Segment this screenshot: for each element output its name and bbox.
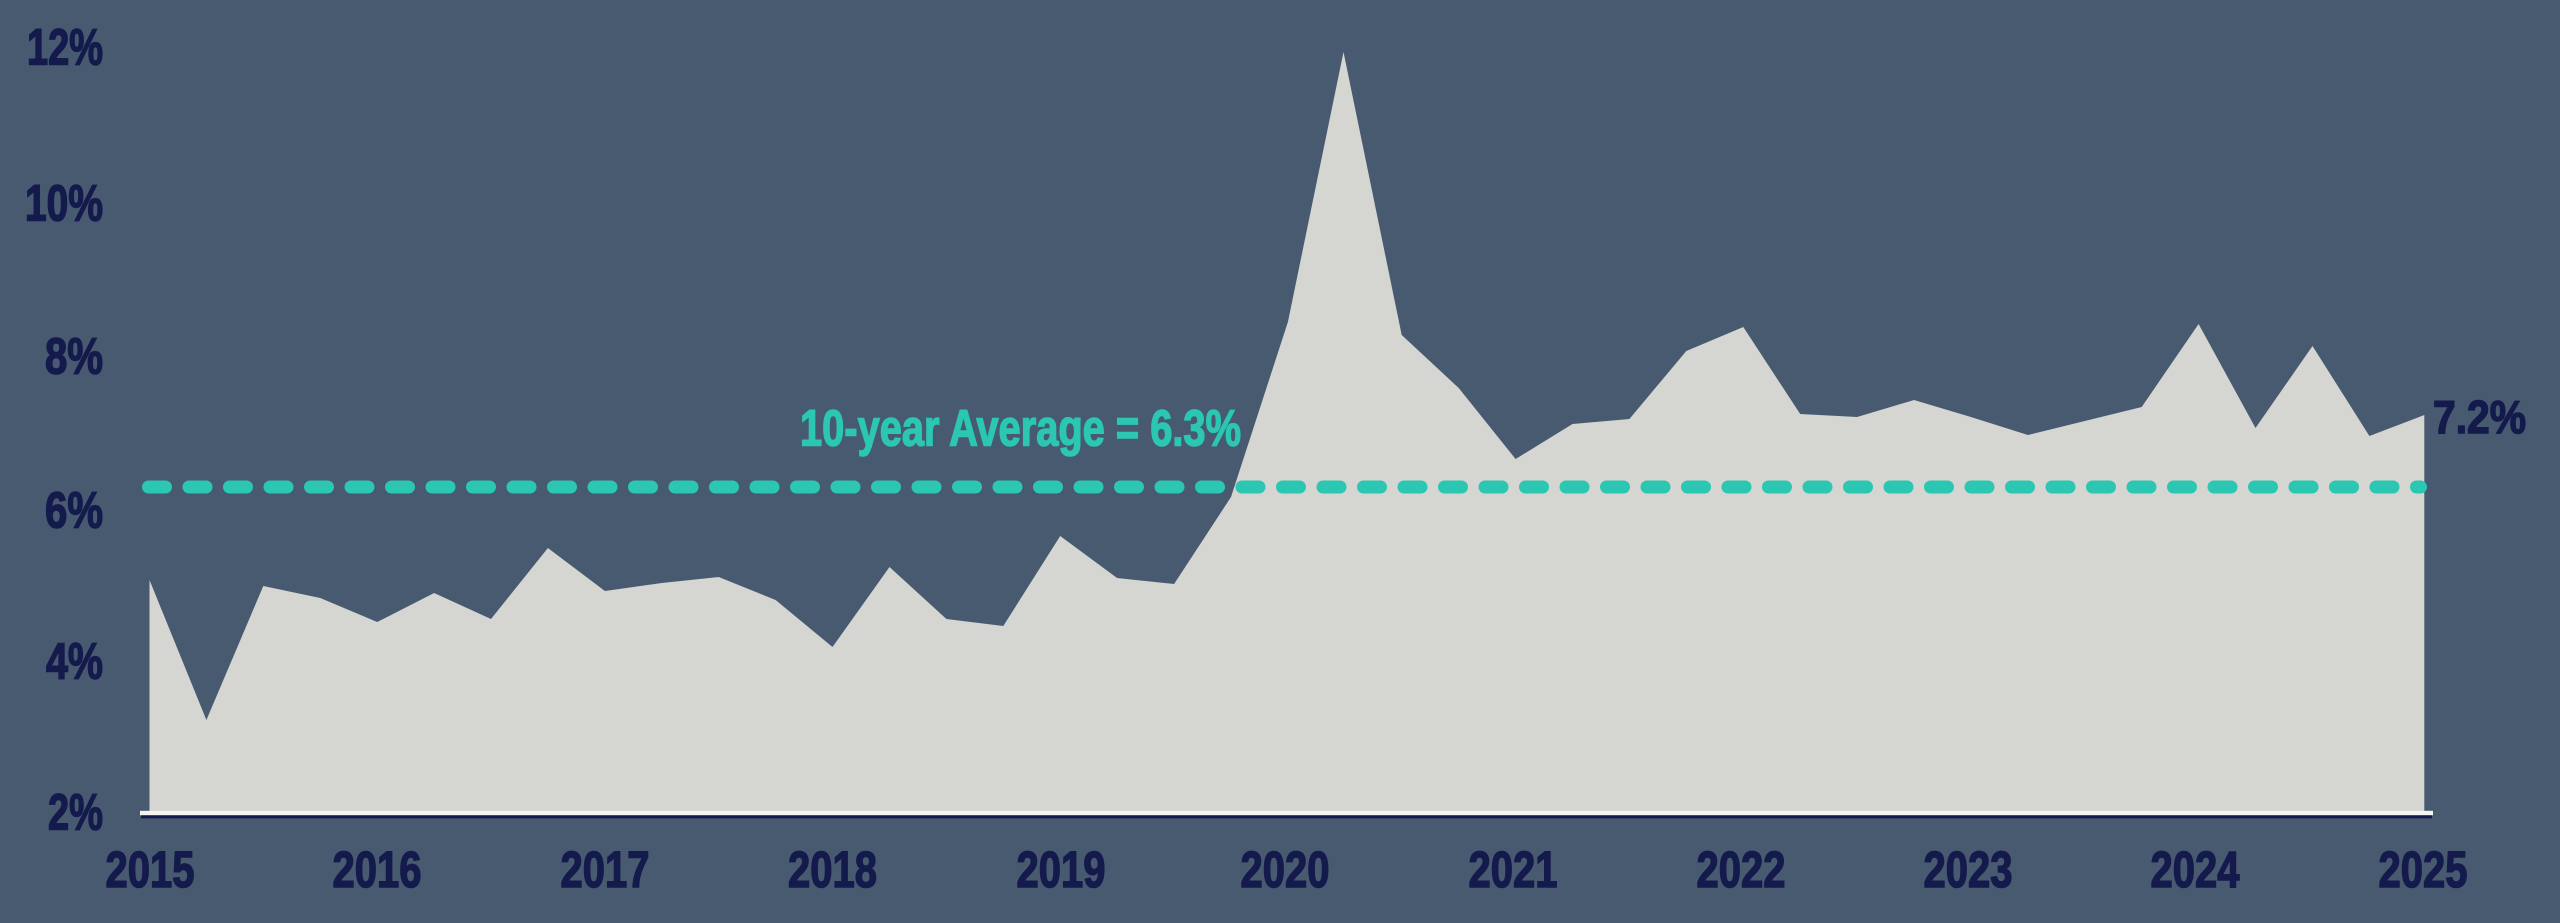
svg-text:2017: 2017 xyxy=(561,841,650,898)
svg-text:2018: 2018 xyxy=(788,841,877,898)
svg-text:2022: 2022 xyxy=(1697,841,1786,898)
svg-text:2025: 2025 xyxy=(2379,841,2468,898)
svg-text:2019: 2019 xyxy=(1017,841,1106,898)
svg-text:6%: 6% xyxy=(45,482,103,539)
svg-text:2%: 2% xyxy=(48,784,103,841)
svg-text:8%: 8% xyxy=(45,328,103,385)
svg-text:12%: 12% xyxy=(27,19,103,76)
svg-text:2021: 2021 xyxy=(1469,841,1558,898)
svg-text:4%: 4% xyxy=(46,633,103,690)
svg-text:2024: 2024 xyxy=(2151,841,2240,898)
svg-text:7.2%: 7.2% xyxy=(2433,391,2526,443)
svg-text:2020: 2020 xyxy=(1241,841,1330,898)
svg-text:2016: 2016 xyxy=(333,841,422,898)
svg-text:2015: 2015 xyxy=(106,841,195,898)
svg-text:2023: 2023 xyxy=(1924,841,2013,898)
svg-text:10-year Average = 6.3%: 10-year Average = 6.3% xyxy=(800,400,1241,457)
svg-text:10%: 10% xyxy=(25,175,103,232)
